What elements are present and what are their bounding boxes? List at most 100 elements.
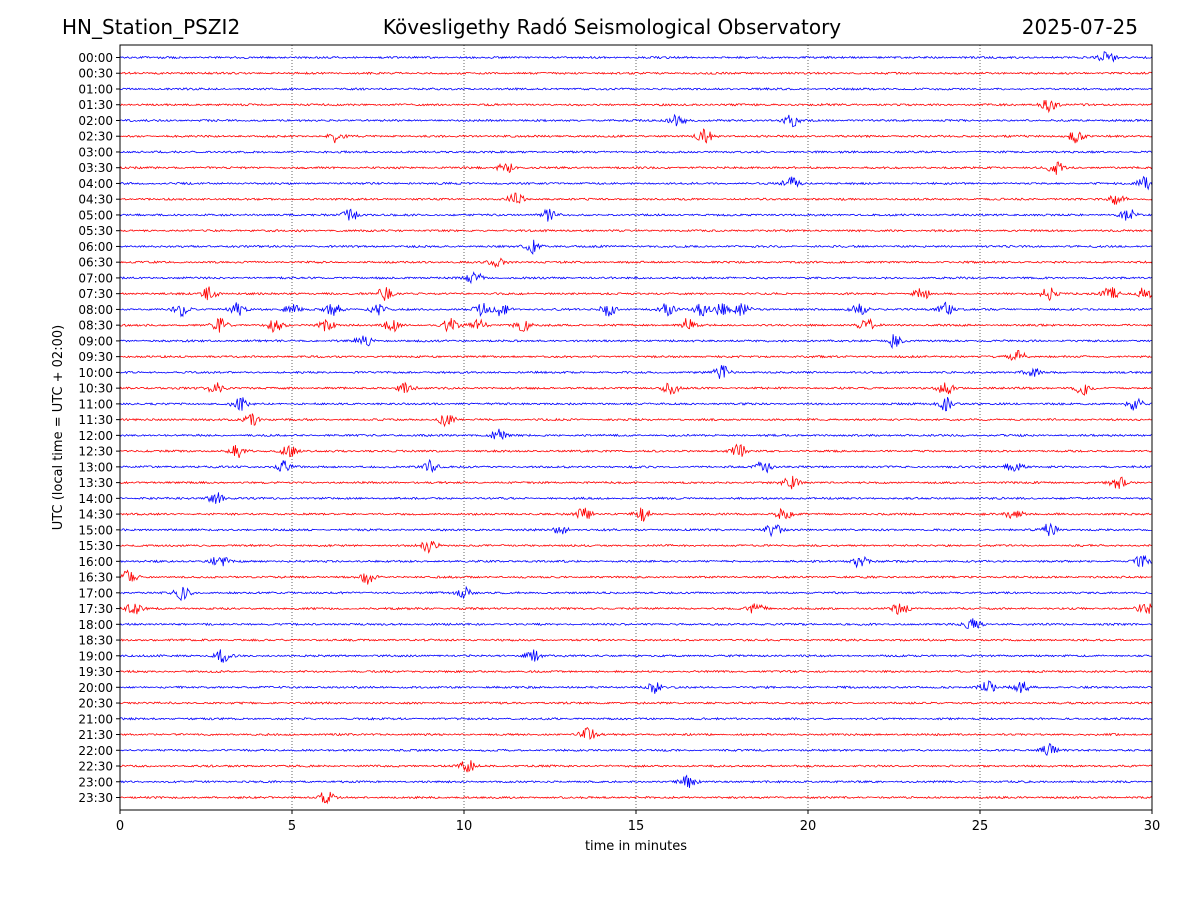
- y-tick-label: 14:00: [78, 492, 113, 506]
- seismogram-trace: [119, 192, 1153, 205]
- y-tick-label: 20:00: [78, 681, 113, 695]
- x-tick-label: 25: [972, 819, 989, 834]
- seismogram-trace: [119, 507, 1153, 522]
- x-tick-label: 0: [116, 819, 124, 834]
- y-tick-label: 05:30: [78, 224, 113, 238]
- seismogram-trace: [119, 161, 1153, 175]
- seismogram-trace: [119, 443, 1153, 458]
- chart-title: Kövesligethy Radó Seismological Observat…: [382, 15, 842, 39]
- seismogram-trace: [119, 522, 1153, 538]
- y-tick-label: 12:00: [78, 429, 113, 443]
- y-tick-label: 18:30: [78, 634, 113, 648]
- chart-date: 2025-07-25: [1021, 15, 1138, 39]
- seismogram-trace: [119, 554, 1153, 569]
- seismogram-trace: [119, 458, 1153, 474]
- seismogram-trace: [119, 742, 1153, 756]
- seismogram-trace: [119, 100, 1153, 114]
- y-tick-label: 01:30: [78, 98, 113, 112]
- y-tick-label: 03:00: [78, 145, 113, 159]
- y-tick-label: 19:00: [78, 649, 113, 663]
- y-tick-label: 21:30: [78, 728, 113, 742]
- seismogram-trace: [119, 585, 1153, 602]
- seismogram-trace: [119, 618, 1153, 629]
- seismogram-trace: [119, 175, 1153, 191]
- y-tick-label: 09:30: [78, 350, 113, 364]
- seismogram-trace: [119, 113, 1153, 128]
- y-tick-label: 16:30: [78, 571, 113, 585]
- seismogram-trace: [119, 150, 1153, 154]
- seismogram-trace: [119, 228, 1153, 233]
- seismogram-trace: [119, 774, 1153, 788]
- y-tick-label: 04:00: [78, 177, 113, 191]
- seismogram-trace: [119, 286, 1153, 302]
- seismogram-trace: [119, 208, 1153, 222]
- y-tick-label: 11:30: [78, 413, 113, 427]
- y-tick-label: 04:30: [78, 193, 113, 207]
- y-tick-label: 15:30: [78, 539, 113, 553]
- seismogram-trace: [119, 603, 1153, 615]
- y-tick-label: 08:30: [78, 319, 113, 333]
- y-tick-label: 00:00: [78, 51, 113, 65]
- seismogram-trace: [119, 350, 1153, 361]
- y-tick-label: 07:00: [78, 271, 113, 285]
- seismogram-trace: [119, 128, 1153, 144]
- seismogram-trace: [119, 381, 1153, 396]
- seismogram-trace: [119, 71, 1153, 76]
- seismogram-trace: [119, 396, 1153, 412]
- seismogram-trace: [119, 239, 1153, 255]
- seismogram-traces: [119, 51, 1153, 805]
- seismogram-trace: [119, 638, 1153, 642]
- seismogram-trace: [119, 492, 1153, 504]
- seismogram-trace: [119, 791, 1153, 805]
- seismogram-trace: [119, 87, 1153, 91]
- y-tick-label: 13:00: [78, 460, 113, 474]
- x-tick-label: 20: [800, 819, 817, 834]
- y-tick-label: 16:00: [78, 555, 113, 569]
- y-tick-label: 23:30: [78, 791, 113, 805]
- y-tick-label: 02:00: [78, 114, 113, 128]
- station-name: HN_Station_PSZI2: [62, 15, 241, 39]
- y-tick-label: 02:30: [78, 130, 113, 144]
- seismogram-trace: [119, 540, 1153, 554]
- x-tick-label: 30: [1144, 819, 1161, 834]
- seismogram-trace: [119, 365, 1153, 379]
- y-tick-label: 20:30: [78, 697, 113, 711]
- x-tick-label: 15: [628, 819, 645, 834]
- y-tick-label: 13:30: [78, 476, 113, 490]
- x-tick-label: 5: [288, 819, 296, 834]
- y-tick-label: 22:00: [78, 744, 113, 758]
- seismogram-trace: [119, 271, 1153, 285]
- y-tick-label: 07:30: [78, 287, 113, 301]
- y-tick-label: 17:30: [78, 602, 113, 616]
- y-tick-label: 03:30: [78, 161, 113, 175]
- seismogram-trace: [119, 257, 1153, 269]
- seismogram-trace: [119, 680, 1153, 694]
- y-tick-label: 09:00: [78, 334, 113, 348]
- seismogram-trace: [119, 475, 1153, 490]
- y-tick-label: 14:30: [78, 508, 113, 522]
- y-tick-label: 19:30: [78, 665, 113, 679]
- y-tick-label: 23:00: [78, 775, 113, 789]
- seismogram-trace: [119, 649, 1153, 663]
- seismogram-trace: [119, 669, 1153, 674]
- y-tick-label: 05:00: [78, 208, 113, 222]
- y-tick-label: 12:30: [78, 445, 113, 459]
- y-tick-label: 01:00: [78, 82, 113, 96]
- y-tick-label: 22:30: [78, 760, 113, 774]
- seismogram-trace: [119, 760, 1153, 773]
- seismogram-trace: [119, 301, 1153, 318]
- seismogram-trace: [119, 726, 1153, 740]
- y-axis-label: UTC (local time = UTC + 02:00): [51, 325, 66, 530]
- y-tick-label: 00:30: [78, 67, 113, 81]
- x-axis-label: time in minutes: [585, 839, 687, 854]
- x-axis-ticks: 0 5 10 15 20 25 30: [116, 810, 1160, 834]
- seismogram-trace: [119, 569, 1153, 585]
- y-tick-label: 21:00: [78, 712, 113, 726]
- seismogram-trace: [119, 334, 1153, 350]
- seismogram-trace: [119, 701, 1153, 705]
- y-tick-label: 08:00: [78, 303, 113, 317]
- y-tick-label: 06:30: [78, 256, 113, 270]
- y-tick-label: 11:00: [78, 397, 113, 411]
